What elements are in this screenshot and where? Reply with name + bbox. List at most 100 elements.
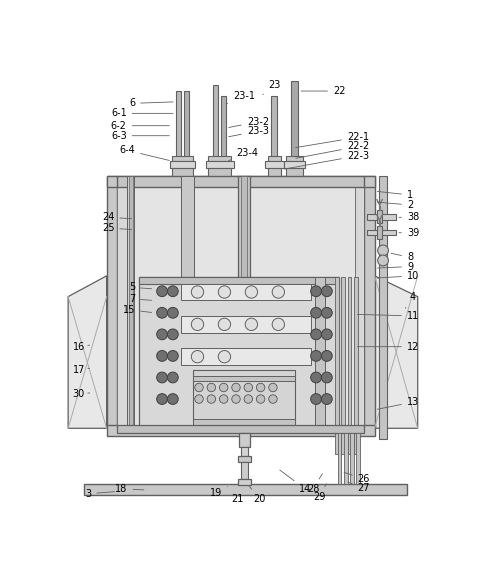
Bar <box>350 433 354 483</box>
Circle shape <box>207 383 216 392</box>
Bar <box>354 277 358 455</box>
Bar <box>379 176 387 439</box>
Circle shape <box>156 307 168 318</box>
Bar <box>106 425 375 436</box>
Text: 38: 38 <box>399 212 419 222</box>
Circle shape <box>244 395 253 404</box>
Bar <box>118 186 364 425</box>
Bar <box>172 168 193 177</box>
Bar <box>206 161 234 168</box>
Text: 6-1: 6-1 <box>111 108 173 118</box>
Bar <box>84 483 407 494</box>
Circle shape <box>220 395 228 404</box>
Circle shape <box>311 307 321 318</box>
Bar <box>181 312 231 319</box>
Bar <box>181 284 311 301</box>
Bar <box>106 176 118 428</box>
Text: 15: 15 <box>123 305 152 315</box>
Text: 27: 27 <box>348 482 370 493</box>
Circle shape <box>232 383 240 392</box>
Text: 22-3: 22-3 <box>284 151 369 169</box>
Bar <box>286 156 303 161</box>
Circle shape <box>191 286 204 298</box>
Polygon shape <box>375 276 417 428</box>
Bar <box>338 433 342 483</box>
Text: 28: 28 <box>307 474 322 494</box>
Circle shape <box>195 383 203 392</box>
Text: 26: 26 <box>344 472 370 484</box>
Bar <box>208 168 231 177</box>
Text: 2: 2 <box>377 200 413 210</box>
Circle shape <box>321 329 332 340</box>
Bar <box>118 425 364 433</box>
Bar <box>106 176 375 186</box>
Text: 23-1: 23-1 <box>226 91 255 104</box>
Text: 3: 3 <box>85 489 115 499</box>
Circle shape <box>321 286 332 296</box>
Bar <box>355 186 364 425</box>
Bar <box>221 97 226 177</box>
Text: 39: 39 <box>399 228 419 238</box>
Text: 12: 12 <box>357 342 419 351</box>
Bar <box>139 277 339 428</box>
Circle shape <box>218 318 230 331</box>
Text: 7: 7 <box>129 294 152 304</box>
Bar <box>335 277 339 455</box>
Bar <box>118 176 364 186</box>
Circle shape <box>156 394 168 404</box>
Bar <box>242 462 247 479</box>
Circle shape <box>220 383 228 392</box>
Circle shape <box>191 350 204 363</box>
Text: 10: 10 <box>377 271 419 281</box>
Circle shape <box>207 395 216 404</box>
Bar <box>342 277 346 455</box>
Text: 20: 20 <box>249 486 265 504</box>
Bar <box>176 91 181 177</box>
Circle shape <box>156 350 168 361</box>
Bar <box>286 168 303 177</box>
Bar <box>242 447 247 456</box>
Circle shape <box>168 307 178 318</box>
Circle shape <box>168 329 178 340</box>
Text: 22-1: 22-1 <box>295 132 369 148</box>
Circle shape <box>311 394 321 404</box>
Text: 22: 22 <box>301 86 346 96</box>
Text: 23-2: 23-2 <box>229 117 269 127</box>
Bar <box>377 226 382 239</box>
Text: 23: 23 <box>263 80 281 94</box>
Bar <box>239 433 250 447</box>
Bar <box>268 156 281 161</box>
Text: 6-3: 6-3 <box>111 131 169 141</box>
Text: 6-4: 6-4 <box>120 145 170 160</box>
Bar <box>241 176 247 428</box>
Circle shape <box>191 318 204 331</box>
Text: 29: 29 <box>313 484 326 502</box>
Text: 5: 5 <box>129 283 152 292</box>
Circle shape <box>168 394 178 404</box>
Circle shape <box>156 286 168 296</box>
Bar <box>139 277 339 284</box>
Bar <box>213 85 218 177</box>
Circle shape <box>245 318 258 331</box>
Text: 16: 16 <box>73 342 90 351</box>
Bar <box>356 433 360 483</box>
Circle shape <box>168 286 178 296</box>
Bar <box>238 479 251 485</box>
Bar <box>347 277 351 455</box>
Bar <box>181 316 311 333</box>
Bar <box>284 161 305 168</box>
Text: 18: 18 <box>115 484 144 494</box>
Circle shape <box>311 329 321 340</box>
Text: 6: 6 <box>129 98 173 108</box>
Polygon shape <box>68 276 106 428</box>
Circle shape <box>232 395 240 404</box>
Bar <box>118 186 127 425</box>
Bar <box>172 156 193 161</box>
Bar <box>268 168 281 177</box>
Bar <box>265 161 284 168</box>
Text: 9: 9 <box>377 262 413 272</box>
Text: 30: 30 <box>73 390 90 400</box>
Bar <box>193 419 295 425</box>
Text: 14: 14 <box>280 470 312 494</box>
Bar <box>344 433 347 483</box>
